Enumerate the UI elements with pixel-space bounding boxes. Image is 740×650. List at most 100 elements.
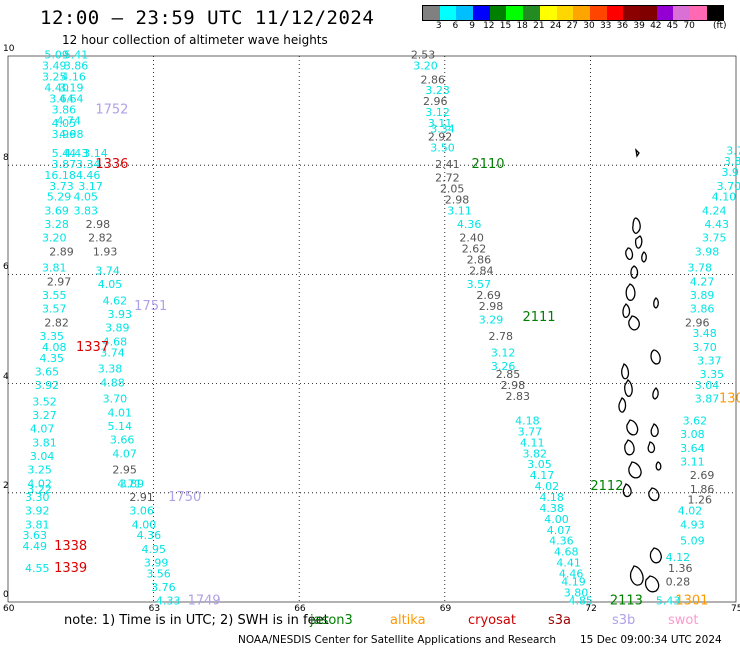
coastline-islands: [618, 148, 662, 593]
color-swatch: [706, 6, 724, 20]
map-frame: [7, 55, 737, 603]
wave-height-value: 3.9: [721, 166, 739, 179]
wave-height-value: 3.64: [49, 92, 74, 105]
wave-height-value: 2.95: [112, 464, 137, 477]
wave-height-value: 3.04: [695, 379, 720, 392]
pass-time-label: 1338: [54, 539, 87, 554]
wave-height-value: 5.14: [107, 420, 132, 433]
wave-height-value: 3.52: [32, 395, 57, 408]
wave-height-value: 2.62: [462, 243, 487, 256]
satellite-legend-item: s3a: [548, 613, 572, 628]
wave-height-value: 3.87: [52, 158, 77, 171]
wave-height-value: 4.07: [112, 447, 137, 460]
satellite-legend-item: cryosat: [468, 613, 516, 628]
wave-height-value: 3.22: [27, 483, 52, 496]
longitude-tick-label: 66: [294, 604, 306, 614]
wave-height-value: 3.63: [23, 529, 47, 542]
wave-height-value: 4.85: [569, 595, 594, 608]
wave-height-value: 1.26: [687, 494, 712, 507]
wave-height-value: 3.86: [64, 60, 89, 73]
wave-height-value: 3.7: [726, 144, 740, 157]
wave-height-value: 3.78: [687, 262, 712, 275]
wave-height-value: 3.96: [52, 128, 77, 141]
wave-height-value: 3.35: [40, 330, 64, 343]
wave-height-value: 3.82: [522, 447, 547, 460]
wave-height-value: 2.91: [129, 491, 154, 504]
wave-height-value: 4.49: [23, 540, 47, 553]
pass-time-label: 1336: [95, 157, 128, 172]
wave-height-value: 3.27: [32, 409, 57, 422]
wave-height-value: 3.69: [44, 204, 69, 217]
wave-height-value: 4.05: [74, 191, 99, 204]
pass-time-label: 1339: [54, 561, 87, 576]
wave-height-value: 3.76: [151, 581, 176, 594]
wave-height-value: 3.20: [42, 232, 66, 245]
wave-height-value: 4.93: [680, 518, 705, 531]
wave-height-value: 4.00: [132, 518, 157, 531]
wave-height-value: 3.12: [491, 346, 516, 359]
wave-height-value: 3.25: [27, 464, 52, 477]
color-swatch: [573, 6, 590, 20]
wave-height-value: 2.82: [44, 316, 69, 329]
wave-height-value: 4.35: [40, 352, 64, 365]
satellite-legend-item: swot: [668, 613, 699, 628]
wave-height-value: 2.78: [488, 330, 512, 343]
wave-height-value: 3.92: [35, 379, 60, 392]
wave-height-value: 4.95: [141, 543, 166, 556]
color-scale-tick-label: 24: [549, 21, 562, 31]
wave-height-value: 4.11: [520, 436, 545, 449]
wave-height-value: 4.40: [44, 81, 69, 94]
wave-height-value: 4.74: [57, 114, 82, 127]
pass-time-label: 2111: [522, 310, 555, 325]
wave-height-value: 3.17: [78, 180, 103, 193]
wave-height-value: 3.83: [74, 204, 99, 217]
wave-height-value: 4.33: [156, 595, 181, 608]
wave-height-value: 4.00: [544, 513, 569, 526]
wave-height-value: 4.07: [547, 524, 572, 537]
wave-height-value: 4.68: [103, 335, 128, 348]
color-scale-tick-label: 12: [483, 21, 495, 31]
wave-height-value: 4.71: [117, 477, 142, 490]
map-subtitle: 12 hour collection of altimeter wave hei…: [62, 33, 328, 47]
color-scale-tick-label: 18: [516, 21, 528, 31]
wave-height-value: 2.86: [467, 253, 492, 266]
wave-height-value: 4.62: [103, 294, 128, 307]
wave-height-value: 3.86: [52, 103, 77, 116]
wave-height-value: 3.06: [129, 505, 154, 518]
color-scale-tick-label: 3: [435, 21, 442, 31]
wave-height-value: 0.28: [666, 576, 691, 589]
wave-height-value: 4.43: [64, 147, 89, 160]
wave-height-value: 4.36: [137, 529, 162, 542]
wave-height-value: 4.64: [59, 92, 84, 105]
wave-height-value: 3.08: [680, 428, 705, 441]
wave-height-value: 4.10: [712, 191, 737, 204]
color-swatch: [606, 6, 624, 20]
wave-height-value: 4.07: [30, 423, 55, 436]
wave-height-value: 3.70: [692, 341, 717, 354]
wave-height-value: 2.83: [505, 390, 530, 403]
wave-height-value: 2.82: [88, 232, 113, 245]
longitude-tick-label: 72: [585, 604, 597, 614]
wave-height-value: 3.81: [42, 262, 66, 275]
wave-height-value: 3.80: [564, 587, 589, 600]
latitude-tick-label: 8: [3, 153, 9, 164]
wave-height-value: 3.81: [25, 518, 49, 531]
wave-height-value: 4.02: [27, 477, 52, 490]
color-scale-tick-label: 45: [666, 21, 679, 31]
wave-height-value: 4.19: [561, 576, 586, 589]
wave-height-value: 2.84: [469, 264, 494, 277]
generated-timestamp: 15 Dec 09:00:34 UTC 2024: [580, 634, 722, 646]
wave-height-value: 5.09: [44, 49, 69, 62]
wave-height-value: 3.04: [30, 450, 55, 463]
color-swatch: [523, 6, 540, 20]
color-swatch: [439, 6, 457, 20]
wave-height-value: 3.25: [42, 71, 66, 84]
wave-height-value: 3.56: [146, 567, 171, 580]
color-scale-tick-label: 42: [650, 21, 662, 31]
color-scale-unit: (ft): [713, 21, 727, 31]
wave-height-value: 3.28: [44, 218, 69, 231]
wave-height-value: 2.96: [685, 316, 710, 329]
wave-height-value: 5.43: [656, 595, 681, 608]
wave-height-value: 3.37: [697, 354, 722, 367]
wave-height-value: 5.44: [52, 147, 77, 160]
